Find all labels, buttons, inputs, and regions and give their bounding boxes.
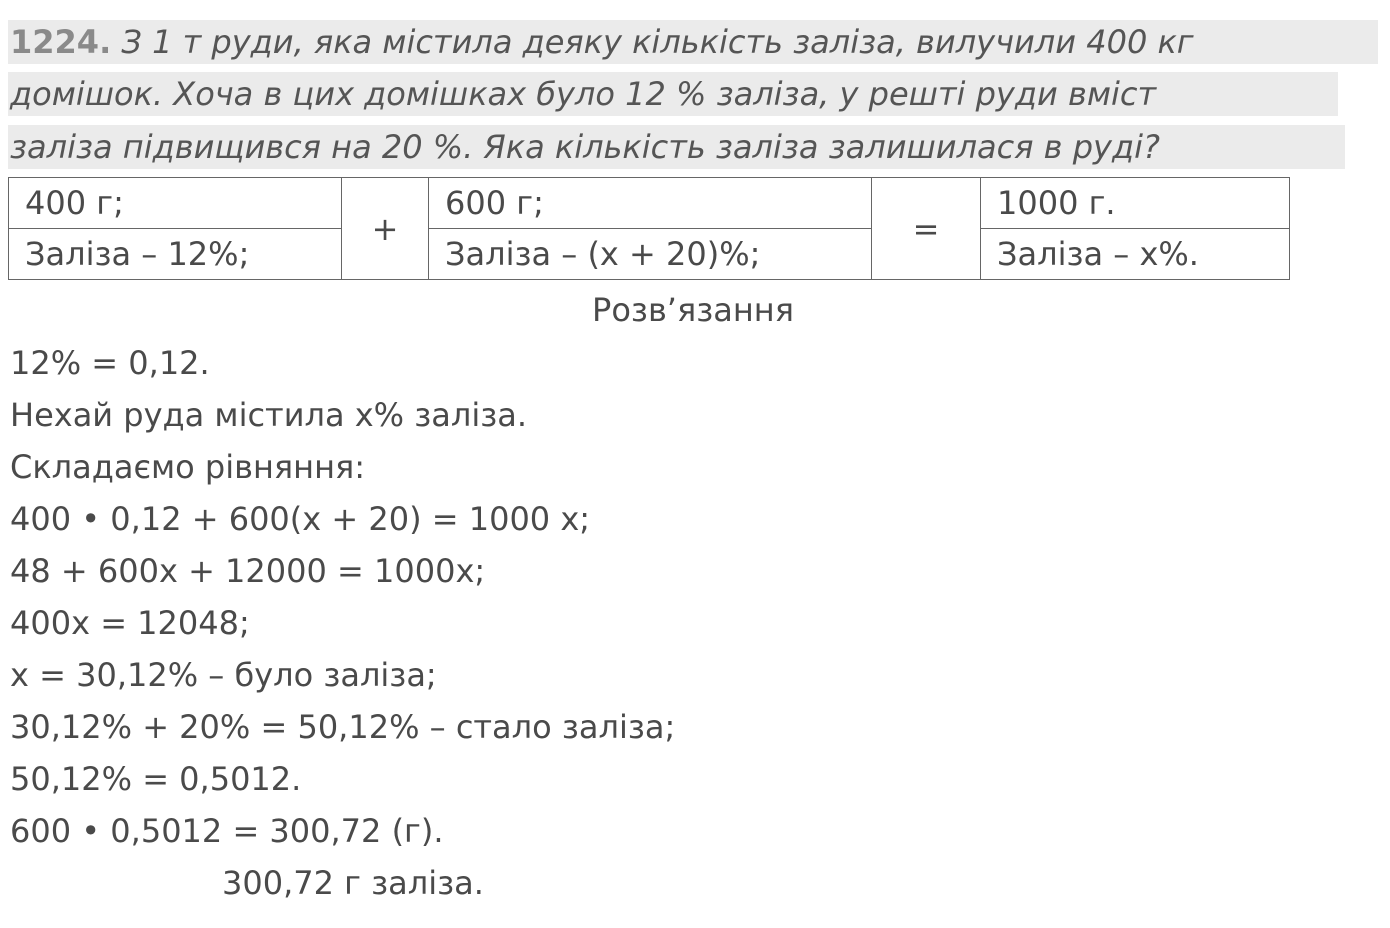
solution-line: 12% = 0,12.	[10, 344, 210, 382]
equals-sign: =	[871, 177, 981, 280]
solution-line: x = 30,12% – було заліза;	[10, 656, 437, 694]
problem-line-2: домішок. Хоча в цих домішках було 12 % з…	[10, 75, 1157, 113]
problem-text: З 1 т руди, яка містила деяку кількість …	[111, 23, 1194, 61]
solution-line: 400 • 0,12 + 600(x + 20) = 1000 x;	[10, 500, 591, 538]
cell-mass-3: 1000 г.	[980, 177, 1290, 229]
cell-mass-1: 400 г;	[8, 177, 342, 229]
problem-number: 1224.	[10, 23, 112, 61]
solution-line: 400x = 12048;	[10, 604, 250, 642]
cell-iron-2: Заліза – (x + 20)%;	[428, 228, 872, 280]
highlight	[8, 125, 1345, 169]
answer: 300,72 г заліза.	[222, 864, 484, 902]
highlight	[8, 72, 1338, 116]
solution-line: Складаємо рівняння:	[10, 448, 366, 486]
cell-iron-1: Заліза – 12%;	[8, 228, 342, 280]
solution-line: 50,12% = 0,5012.	[10, 760, 302, 798]
plus-sign: +	[341, 177, 429, 280]
solution-line: Нехай руда містила x% заліза.	[10, 396, 527, 434]
solution-line: 30,12% + 20% = 50,12% – стало заліза;	[10, 708, 676, 746]
problem-line-3: заліза підвищився на 20 %. Яка кількість…	[10, 128, 1160, 166]
cell-iron-3: Заліза – x%.	[980, 228, 1290, 280]
highlight	[8, 20, 1378, 64]
solution-line: 48 + 600x + 12000 = 1000x;	[10, 552, 486, 590]
problem-line-1: 1224. З 1 т руди, яка містила деяку кіль…	[10, 20, 1194, 64]
cell-mass-2: 600 г;	[428, 177, 872, 229]
condition-table: 400 г; + 600 г; = 1000 г. Заліза – 12%; …	[8, 177, 1290, 280]
solution-line: 600 • 0,5012 = 300,72 (г).	[10, 812, 444, 850]
solution-title: Розв’язання	[592, 291, 794, 329]
